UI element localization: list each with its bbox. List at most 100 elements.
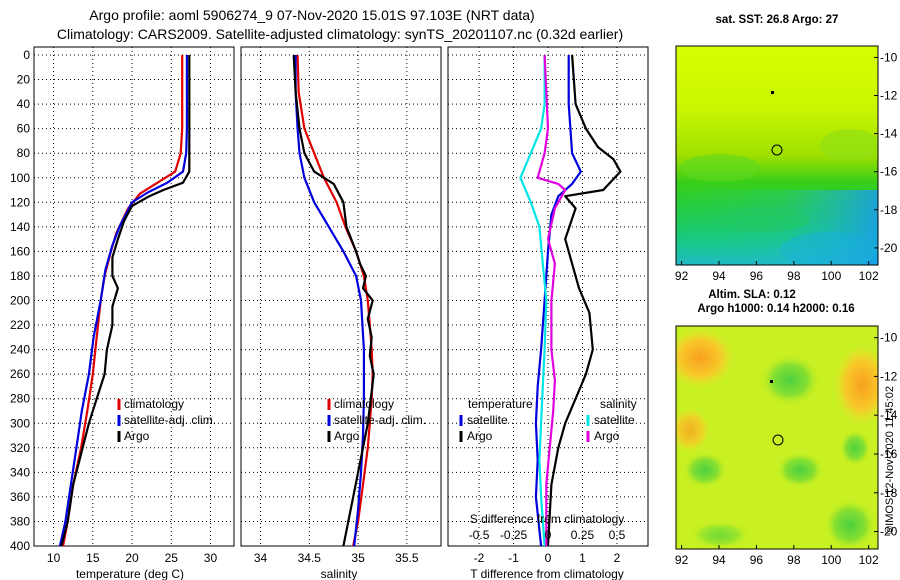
top-tick-label: 0.25 bbox=[571, 528, 595, 542]
map-x-tick-label: 102 bbox=[859, 553, 879, 567]
depth-tick-label: 60 bbox=[17, 122, 31, 136]
map-x-tick-label: 96 bbox=[750, 269, 764, 283]
sla-map-field bbox=[676, 326, 878, 549]
legend-header-temperature: temperature bbox=[468, 397, 533, 411]
legend-label-argo: Argo bbox=[334, 429, 360, 443]
depth-tick-label: 260 bbox=[10, 367, 30, 381]
legend-label-climatology: climatology bbox=[334, 397, 394, 411]
temperature-gridlines bbox=[34, 47, 234, 547]
depth-tick-label: 360 bbox=[10, 490, 30, 504]
x-tick-label: 25 bbox=[165, 551, 179, 565]
sla-map-title-line-1: Altim. SLA: 0.12 bbox=[708, 289, 796, 301]
depth-axis: 0 20 40 60 80 100 120 140 160 180 200 220 240 260 280 3… bbox=[10, 48, 30, 553]
legend-label-s-argo: Argo bbox=[594, 429, 620, 443]
x-tick-label: 20 bbox=[125, 551, 139, 565]
map-y-tick-label: -20 bbox=[880, 525, 898, 539]
x-tick-label: 30 bbox=[204, 551, 218, 565]
map-y-tick-label: -10 bbox=[880, 331, 898, 345]
x-tick-label: 1 bbox=[579, 551, 586, 565]
legend-label-climatology: climatology bbox=[124, 397, 184, 411]
series-line-satellite-adj-clim- bbox=[58, 55, 188, 547]
salinity-series bbox=[292, 54, 375, 547]
map-x-tick-label: 94 bbox=[712, 269, 726, 283]
depth-tick-label: 300 bbox=[10, 416, 30, 430]
map-x-tick-label: 98 bbox=[787, 553, 801, 567]
map-y-tick-label: -18 bbox=[880, 486, 898, 500]
depth-tick-label: 220 bbox=[10, 318, 30, 332]
legend-label-t-satellite: satellite bbox=[467, 413, 508, 427]
sla-argo-track-dot bbox=[770, 380, 773, 383]
difference-series bbox=[519, 54, 622, 547]
temperature-panel-frame bbox=[33, 46, 235, 547]
legend-label-satellite: satellite-adj. clim. bbox=[124, 413, 216, 427]
map-x-tick-label: 94 bbox=[712, 553, 726, 567]
series-line-climatology bbox=[296, 54, 374, 547]
x-tick-label: 2 bbox=[614, 551, 621, 565]
sst-map-field bbox=[676, 46, 878, 265]
map-y-tick-label: -14 bbox=[880, 408, 898, 422]
map-x-tick-label: 92 bbox=[675, 553, 689, 567]
map-x-tick-label: 92 bbox=[675, 269, 689, 283]
top-tick-label: -0.25 bbox=[500, 528, 528, 542]
sla-map-frame bbox=[675, 325, 879, 550]
salinity-legend: climatology satellite-adj. clim. Argo bbox=[327, 397, 426, 443]
depth-tick-label: 40 bbox=[17, 97, 31, 111]
legend-label-s-satellite: satellite bbox=[594, 413, 635, 427]
difference-x-label: T difference from climatology bbox=[470, 567, 624, 580]
top-tick-label: 0.5 bbox=[609, 528, 626, 542]
series-line-argo bbox=[292, 54, 375, 547]
map-x-tick-label: 100 bbox=[821, 269, 841, 283]
legend-label-satellite: satellite-adj. clim. bbox=[334, 413, 426, 427]
depth-tick-label: 320 bbox=[10, 441, 30, 455]
map-y-tick-label: -10 bbox=[880, 50, 898, 64]
map-x-tick-label: 102 bbox=[859, 269, 879, 283]
difference-legend: temperature salinity satellite Argo sate… bbox=[459, 397, 637, 443]
imos-credit: ©IMOS 12-Nov-2020 11:45:02 bbox=[884, 386, 896, 534]
depth-tick-label: 120 bbox=[10, 195, 30, 209]
top-tick-label: -0.5 bbox=[469, 528, 490, 542]
legend-header-salinity: salinity bbox=[600, 397, 637, 411]
depth-tick-label: 160 bbox=[10, 244, 30, 258]
sla-map-ticks: 92 94 96 98 100 102 -10 -12 -14 -16 -18 -20 bbox=[675, 331, 898, 567]
legend-label-t-argo: Argo bbox=[467, 429, 493, 443]
depth-tick-label: 0 bbox=[23, 48, 30, 62]
map-y-tick-label: -16 bbox=[880, 447, 898, 461]
sst-map-frame bbox=[675, 45, 879, 266]
series-line-s-satellite bbox=[519, 55, 548, 547]
sla-argo-location-marker bbox=[772, 434, 784, 446]
series-line-s-argo bbox=[536, 54, 567, 546]
depth-tick-label: 200 bbox=[10, 294, 30, 308]
legend-label-argo: Argo bbox=[124, 429, 150, 443]
sst-argo-track-dot bbox=[771, 91, 774, 94]
salinity-panel-frame bbox=[240, 46, 442, 547]
x-tick-label: 34 bbox=[254, 551, 268, 565]
map-y-tick-label: -12 bbox=[880, 89, 898, 103]
map-x-tick-label: 98 bbox=[787, 269, 801, 283]
temperature-x-ticks: 10 15 20 25 30 bbox=[47, 551, 218, 565]
depth-tick-label: 180 bbox=[10, 269, 30, 283]
x-tick-label: 10 bbox=[47, 551, 61, 565]
depth-tick-label: 340 bbox=[10, 465, 30, 479]
salinity-gridlines bbox=[241, 47, 441, 547]
temperature-x-label: temperature (deg C) bbox=[76, 567, 184, 580]
depth-tick-label: 280 bbox=[10, 392, 30, 406]
series-line-t-satellite bbox=[534, 55, 582, 547]
sst-argo-location-marker bbox=[771, 144, 783, 156]
temperature-series bbox=[58, 55, 191, 547]
series-line-argo bbox=[60, 55, 191, 547]
x-tick-label: 35 bbox=[351, 551, 365, 565]
difference-x-ticks: -2 -1 0 1 2 bbox=[474, 551, 621, 565]
title-line-1: Argo profile: aoml 5906274_9 07-Nov-2020… bbox=[89, 7, 534, 23]
sst-map-title: sat. SST: 26.8 Argo: 27 bbox=[716, 14, 839, 26]
map-x-tick-label: 100 bbox=[821, 553, 841, 567]
title-line-2: Climatology: CARS2009. Satellite-adjuste… bbox=[57, 26, 623, 42]
difference-top-ticks: -0.5 -0.25 0 0.25 0.5 bbox=[469, 528, 626, 542]
map-y-tick-label: -18 bbox=[880, 203, 898, 217]
series-line-t-argo bbox=[546, 54, 622, 547]
x-tick-label: 34.5 bbox=[298, 551, 322, 565]
temperature-legend: climatology satellite-adj. clim. Argo bbox=[117, 397, 216, 443]
depth-tick-label: 240 bbox=[10, 343, 30, 357]
depth-tick-label: 20 bbox=[17, 73, 31, 87]
x-tick-label: -1 bbox=[508, 551, 519, 565]
